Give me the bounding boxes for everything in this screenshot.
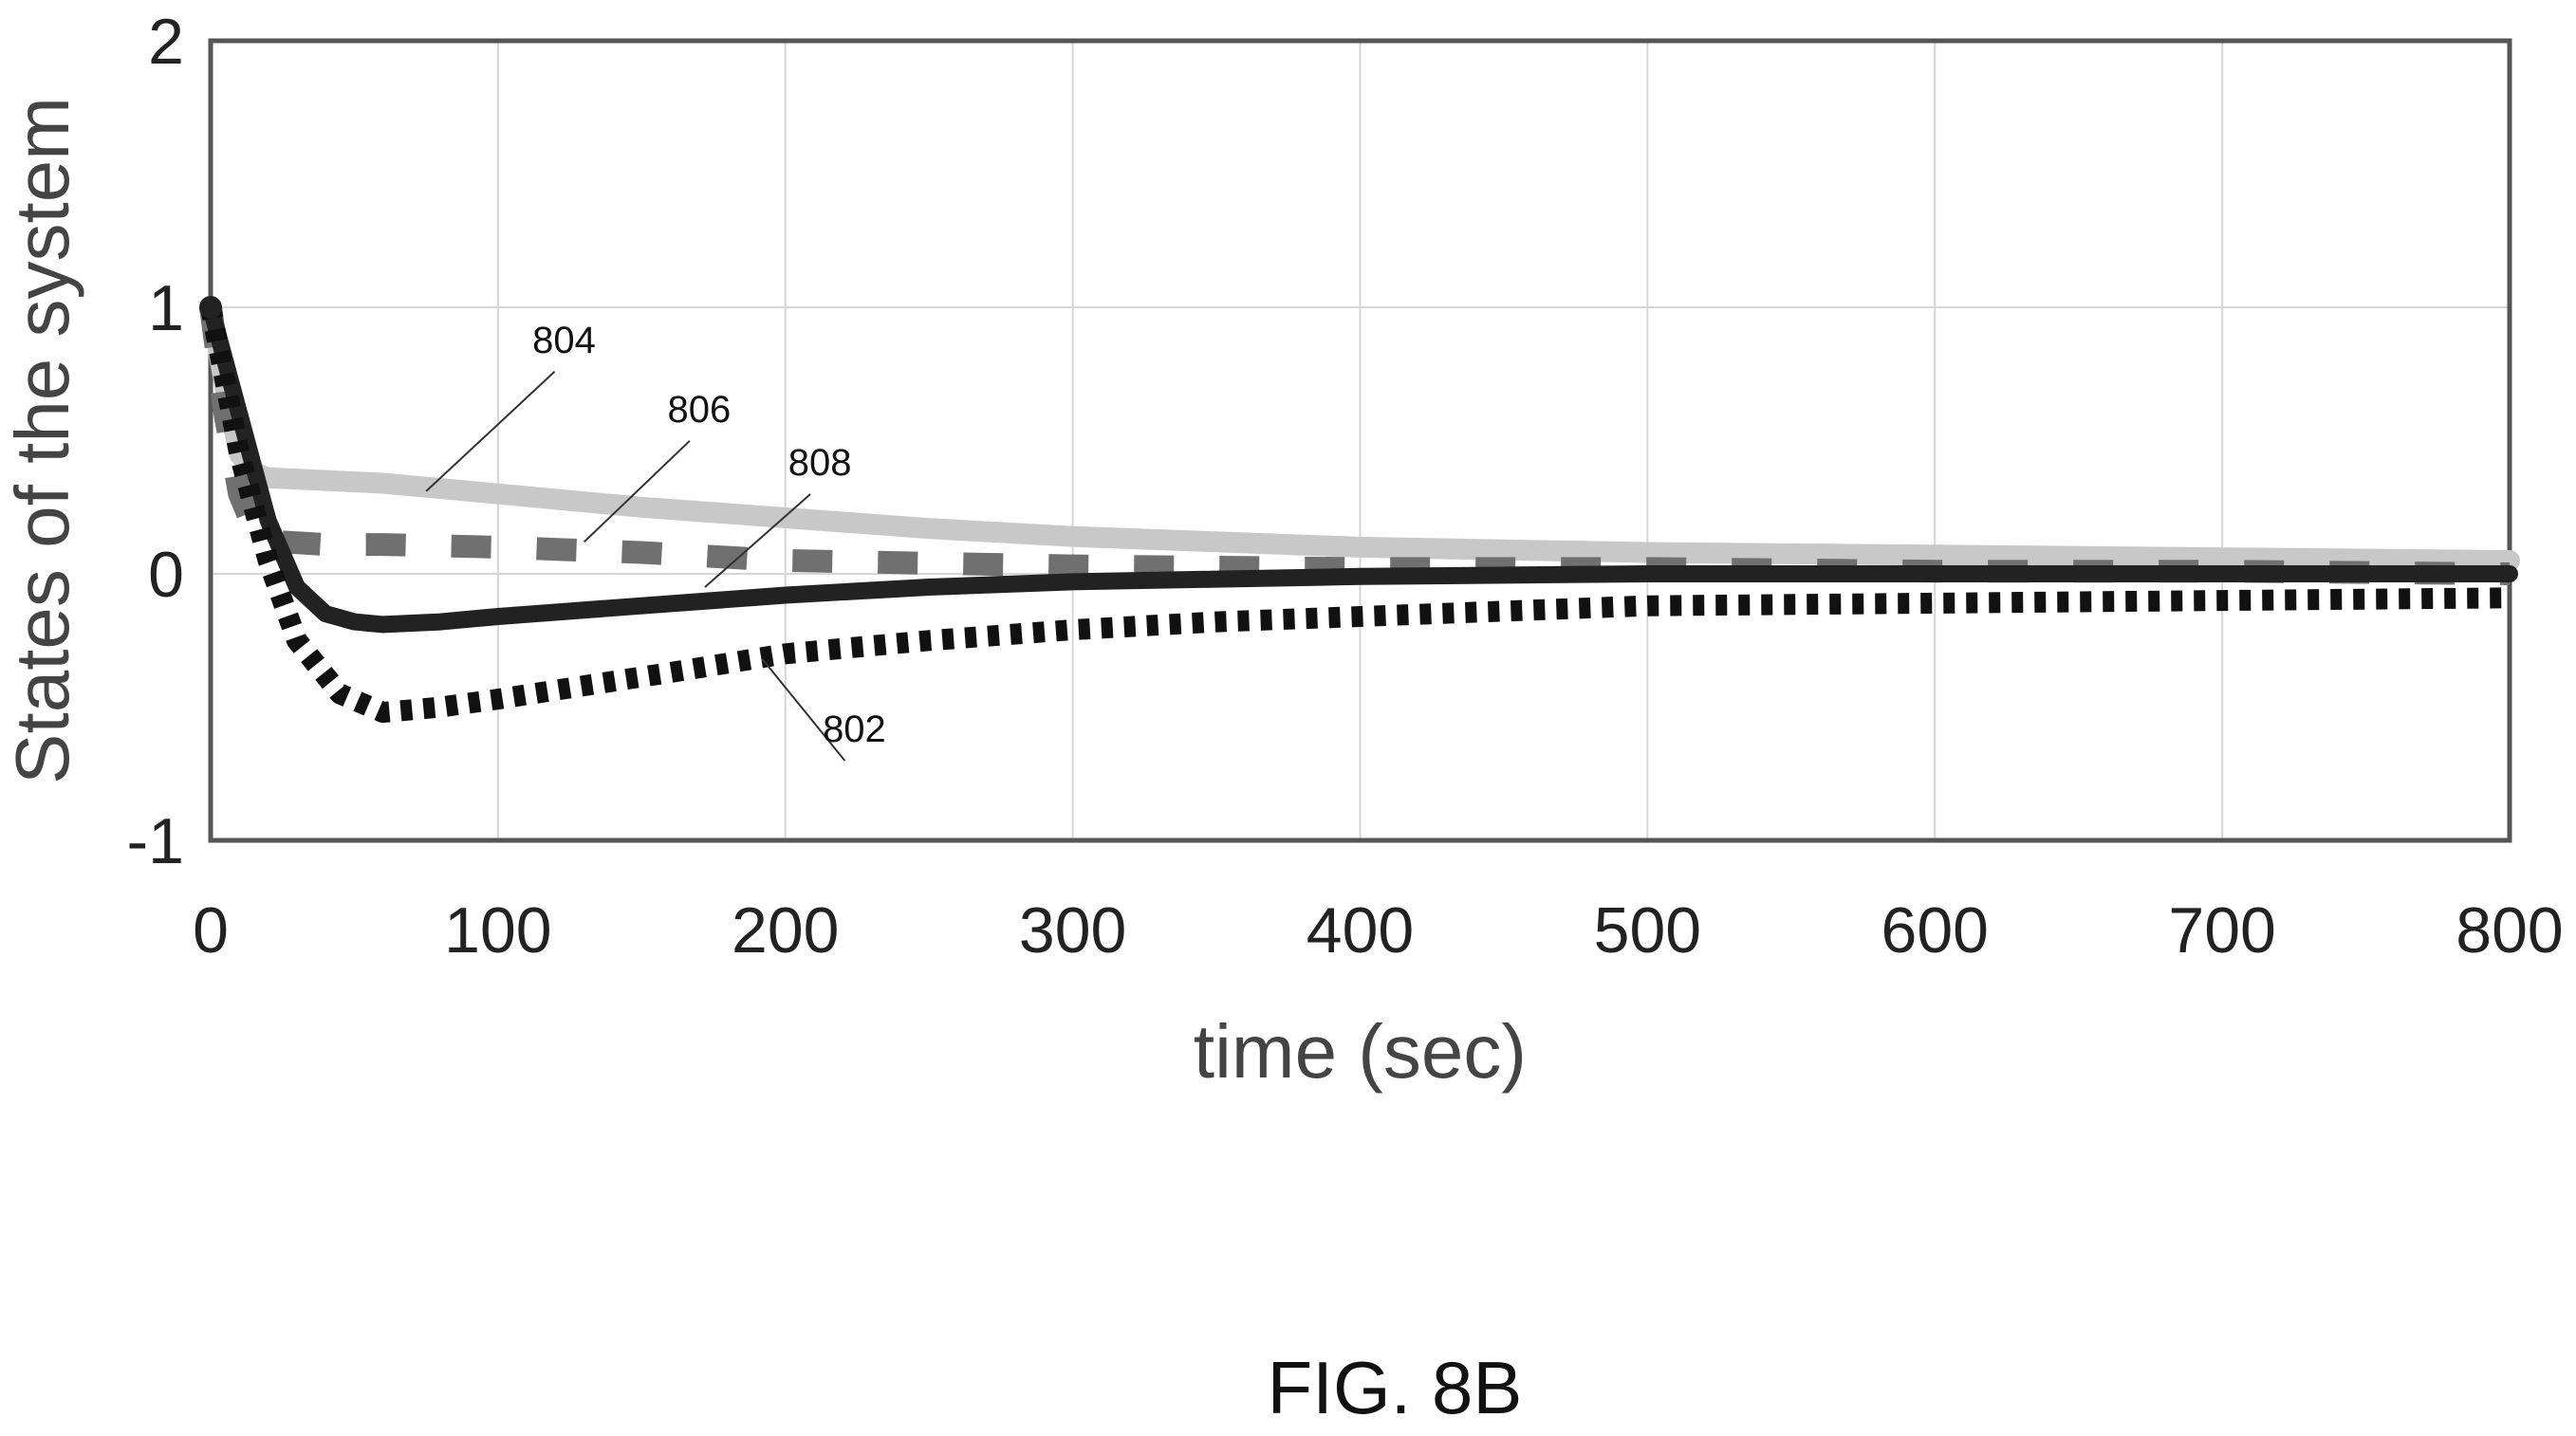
annotations: 804 806 808 802	[425, 320, 886, 762]
y-tick-label: 2	[148, 6, 184, 78]
x-tick-label: 200	[732, 894, 839, 967]
reference-label-802: 802	[823, 709, 886, 750]
x-tick-label: 400	[1307, 894, 1414, 967]
y-tick-label: -1	[127, 805, 184, 877]
plot-frame	[208, 38, 2512, 843]
x-tick-label: 700	[2168, 894, 2275, 967]
reference-label-806: 806	[668, 389, 732, 431]
leader-line-804	[425, 371, 556, 492]
figure-label: FIG. 8B	[1268, 1346, 1523, 1429]
series-line-808	[202, 299, 2518, 634]
y-tick-labels: 2 1 0 -1	[127, 6, 184, 877]
x-tick-label: 300	[1019, 894, 1126, 967]
x-tick-label: 600	[1881, 894, 1989, 967]
leader-line-802	[761, 658, 846, 762]
grid	[210, 40, 2511, 841]
series-line-802	[200, 304, 2511, 724]
series-group	[199, 296, 2520, 724]
leader-line-808	[704, 493, 811, 588]
x-tick-label: 800	[2456, 894, 2563, 967]
reference-label-804: 804	[532, 320, 596, 361]
x-tick-label: 0	[193, 894, 229, 967]
y-tick-label: 1	[148, 272, 184, 344]
leader-line-806	[584, 440, 691, 543]
x-axis-label: time (sec)	[1194, 1009, 1527, 1094]
reference-label-808: 808	[788, 442, 852, 484]
x-tick-label: 500	[1594, 894, 1701, 967]
x-tick-label: 100	[444, 894, 551, 967]
y-tick-label: 0	[148, 539, 184, 611]
y-axis-label: States of the system	[0, 97, 84, 784]
start-point-marker	[199, 296, 222, 319]
x-tick-labels: 0 100 200 300 400 500 600 700 800	[193, 894, 2564, 967]
